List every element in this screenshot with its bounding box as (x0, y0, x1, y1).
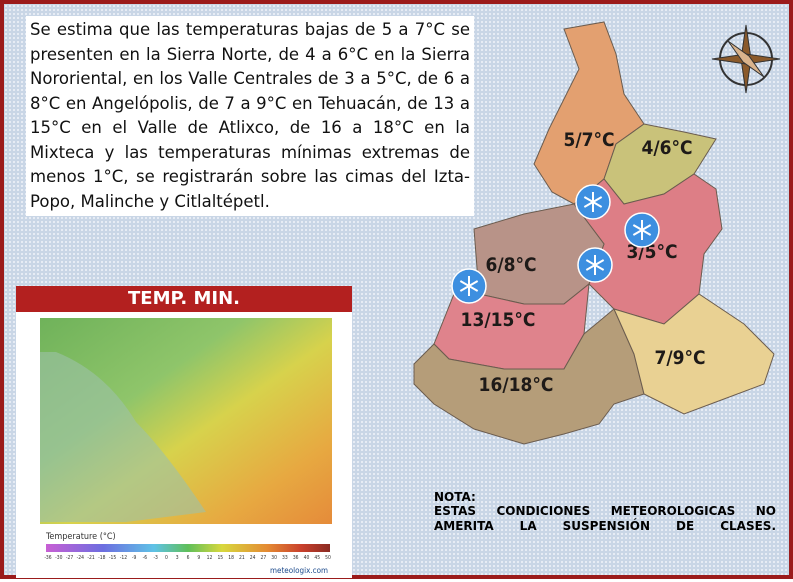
note: NOTA: ESTAS CONDICIONES METEOROLOGICAS N… (434, 490, 776, 534)
icon-stroke (459, 280, 479, 292)
scale-label: -15 (109, 555, 116, 561)
scale-label: 0 (165, 555, 168, 561)
scale-label: -36 (44, 555, 51, 561)
note-heading: NOTA: (434, 490, 476, 504)
region-angelopolis (473, 203, 605, 305)
scale-label: 50 (325, 555, 331, 561)
region-tehuacan (613, 293, 775, 415)
scale-label: 9 (197, 555, 200, 561)
scale-label: 3 (176, 555, 179, 561)
icon-stroke (632, 224, 652, 236)
region-label: 7/9°C (654, 347, 705, 369)
icon-stroke (583, 196, 603, 208)
inset-title: TEMP. MIN. (16, 286, 352, 312)
brand: meteologix.com (270, 566, 328, 575)
region-mixteca (413, 308, 645, 445)
icon-stroke (459, 280, 479, 292)
scale-label: 30 (271, 555, 277, 561)
temperature-inset: TEMP. MIN. Temperature (°C) -36 -30 -27 -24… (16, 286, 352, 578)
icon-circle (624, 212, 660, 248)
scale-label: -24 (77, 555, 84, 561)
scale-label: 12 (207, 555, 213, 561)
region-label: 16/18°C (479, 374, 554, 396)
icon-circle (577, 247, 613, 283)
scale-label: -12 (120, 555, 127, 561)
scale-label: 27 (261, 555, 267, 561)
region-sierra-norte (533, 21, 645, 205)
region-atlixco (433, 282, 590, 370)
snowflake-icon (451, 268, 487, 304)
snowflake-icon (575, 184, 611, 220)
region-label: 5/7°C (563, 129, 614, 151)
scale-label: 40 (304, 555, 310, 561)
icon-circle (575, 184, 611, 220)
icon-stroke (585, 259, 605, 271)
scale-label: -6 (143, 555, 148, 561)
scale-label: -9 (132, 555, 137, 561)
compass (711, 24, 781, 94)
icon-circle (451, 268, 487, 304)
scale-label: 15 (217, 555, 223, 561)
region-label: 4/6°C (641, 137, 692, 159)
icon-stroke (585, 259, 605, 271)
colorbar (46, 544, 330, 552)
scale-label: -18 (98, 555, 105, 561)
scale-label: -3 (153, 555, 158, 561)
scale-label: 6 (187, 555, 190, 561)
scale-label: 45 (314, 555, 320, 561)
scale-label: -21 (87, 555, 94, 561)
region-valles (573, 173, 723, 325)
icon-stroke (583, 196, 603, 208)
snowflake-icon (577, 247, 613, 283)
scale-label: -27 (66, 555, 73, 561)
scale-label: 36 (293, 555, 299, 561)
region-label: 6/8°C (485, 254, 536, 276)
region-nororiental (603, 123, 717, 205)
bulletin-text: Se estima que las temperaturas bajas de … (26, 16, 474, 216)
legend-title: Temperature (°C) (45, 532, 116, 542)
region-label: 3/5°C (626, 241, 677, 263)
scale-label: 33 (282, 555, 288, 561)
cold-zone (40, 352, 206, 522)
scale-label: 21 (239, 555, 245, 561)
icon-stroke (632, 224, 652, 236)
scale-label: -30 (55, 555, 62, 561)
region-label: 13/15°C (461, 309, 536, 331)
scale-label: 24 (250, 555, 256, 561)
snowflake-icon (624, 212, 660, 248)
scale-label: 18 (228, 555, 234, 561)
temperature-map: Temperature (°C) -36 -30 -27 -24 -21 -18 -15 -1… (40, 318, 332, 578)
note-text: ESTAS CONDICIONES METEOROLOGICAS NO AMER… (434, 504, 776, 533)
